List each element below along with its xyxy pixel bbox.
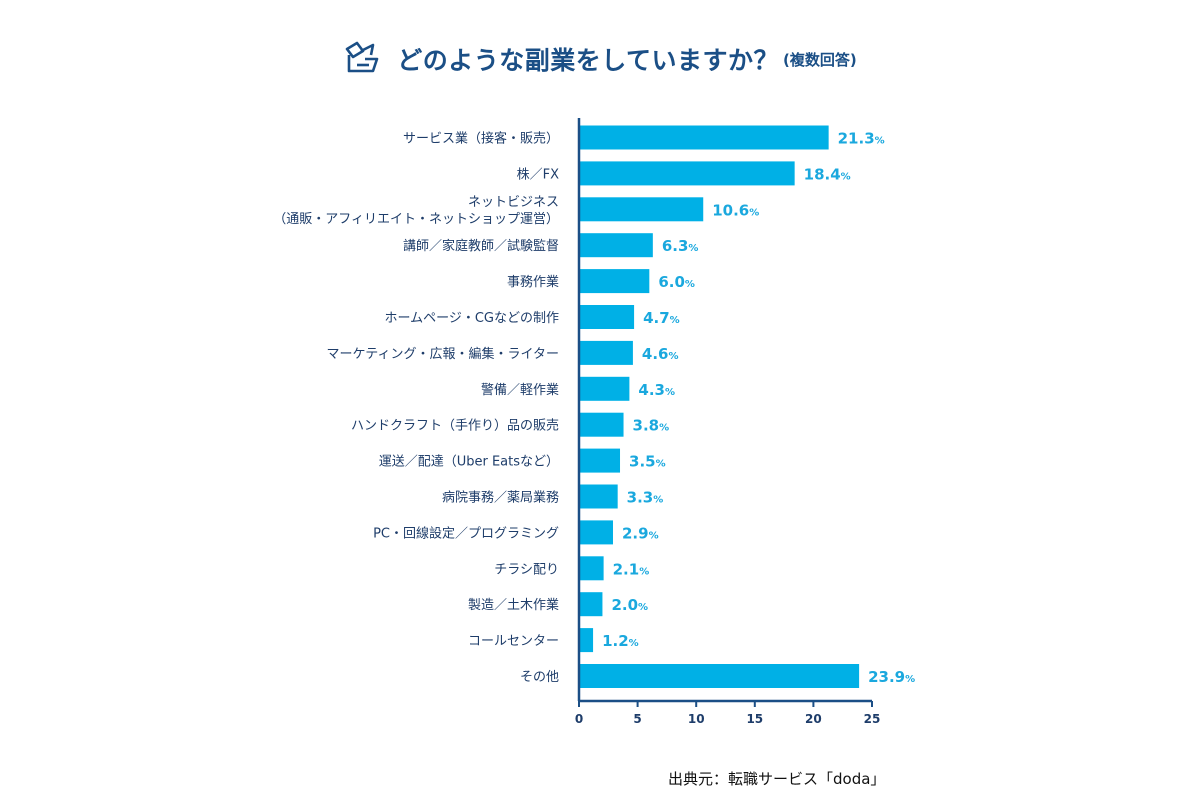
x-tick-label: 15	[746, 712, 763, 726]
value-label: 3.5%	[629, 453, 666, 471]
category-label: 警備／軽作業	[481, 382, 559, 398]
category-label: ホームページ・CGなどの制作	[384, 311, 559, 326]
bar	[579, 376, 630, 401]
value-label: 1.2%	[602, 632, 639, 650]
category-label: （通販・アフィリエイト・ネットショップ運営）	[273, 212, 559, 227]
value-label: 10.6%	[712, 201, 759, 219]
value-label: 21.3%	[838, 130, 885, 148]
x-tick-label: 10	[688, 712, 705, 726]
value-label: 4.6%	[642, 345, 679, 363]
category-label: ハンドクラフト（手作り）品の販売	[351, 418, 559, 434]
x-tick-label: 20	[805, 712, 822, 726]
category-label: ネットビジネス	[468, 195, 559, 210]
bar	[579, 412, 624, 437]
bar	[579, 125, 829, 150]
category-label: 株／FX	[517, 167, 559, 182]
x-tick-label: 25	[864, 712, 881, 726]
value-label: 2.0%	[611, 596, 648, 614]
value-label: 6.3%	[662, 237, 699, 255]
chart-subtitle: (複数回答)	[783, 50, 857, 69]
bar	[579, 197, 704, 222]
source-credit: 出典元：転職サービス「doda」	[668, 770, 886, 788]
category-label: 運送／配達（Uber Eatsなど）	[379, 455, 559, 470]
x-tick-label: 0	[575, 712, 583, 726]
category-label: 病院事務／薬局業務	[442, 490, 559, 506]
category-label: サービス業（接客・販売）	[403, 131, 559, 147]
chart-title: どのような副業をしていますか？	[397, 46, 780, 75]
bar	[579, 484, 618, 509]
bar	[579, 664, 860, 688]
bar	[579, 628, 594, 653]
bar	[579, 556, 604, 581]
bar	[579, 520, 613, 545]
bar	[579, 161, 795, 186]
value-label: 3.8%	[633, 417, 670, 435]
value-label: 2.1%	[613, 560, 650, 578]
category-label: PC・回線設定／プログラミング	[373, 525, 559, 541]
value-label: 4.7%	[643, 309, 680, 327]
category-label: 事務作業	[507, 274, 559, 290]
x-tick-label: 5	[633, 712, 641, 726]
category-label: コールセンター	[468, 634, 559, 649]
bar	[579, 269, 650, 294]
category-label: マーケティング・広報・編集・ライター	[327, 346, 559, 362]
bar	[579, 592, 603, 617]
value-label: 23.9%	[868, 668, 915, 686]
bar	[579, 340, 633, 365]
bar	[579, 233, 653, 258]
category-label: 講師／家庭教師／試験監督	[403, 238, 559, 254]
category-label: その他	[520, 670, 559, 685]
value-label: 4.3%	[638, 381, 675, 399]
value-label: 6.0%	[658, 273, 695, 291]
category-label: チラシ配り	[494, 562, 559, 577]
bar	[579, 305, 635, 329]
book-flag-icon	[345, 41, 379, 73]
value-label: 3.3%	[627, 489, 664, 507]
chart-header: どのような副業をしていますか？ (複数回答)	[0, 34, 1200, 84]
category-label: 製造／土木作業	[468, 597, 559, 613]
value-label: 2.9%	[622, 524, 659, 542]
value-label: 18.4%	[804, 165, 851, 183]
bar	[579, 448, 621, 473]
